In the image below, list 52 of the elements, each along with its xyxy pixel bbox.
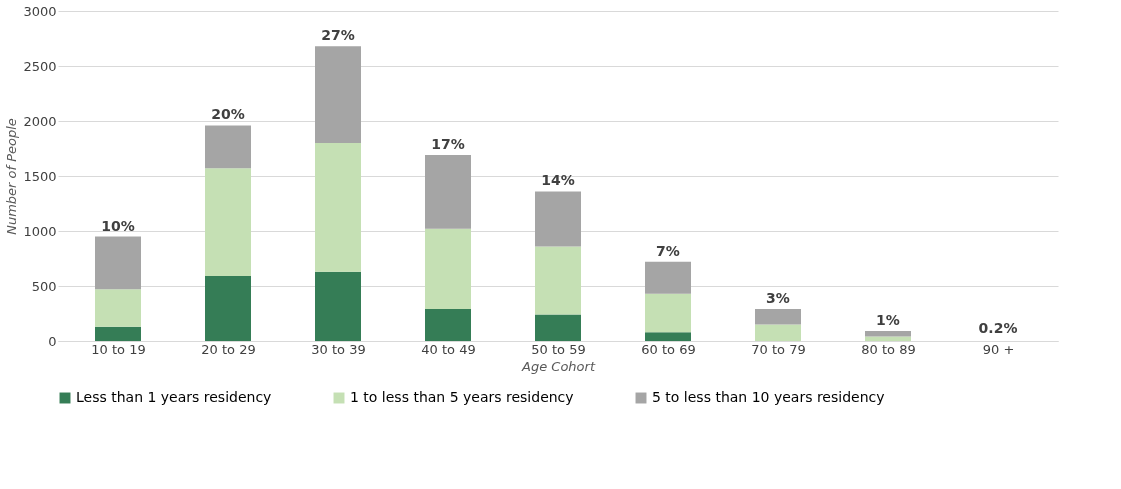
- bar: [315, 143, 361, 272]
- bar: [865, 336, 911, 341]
- bar: [205, 168, 251, 277]
- x-tick-label: 30 to 39: [311, 341, 366, 357]
- y-tick-label: 1500: [23, 168, 57, 184]
- bar: [865, 331, 911, 337]
- x-axis-title: Age Cohort: [521, 358, 596, 374]
- annotation: 14%: [541, 172, 575, 189]
- bar: [315, 271, 361, 341]
- annotation: 20%: [211, 106, 245, 123]
- x-tick-label: 60 to 69: [641, 341, 696, 357]
- y-tick-label: 3000: [23, 3, 57, 19]
- bar: [95, 289, 141, 327]
- bar: [535, 314, 581, 341]
- bar: [425, 228, 471, 310]
- annotation: 27%: [321, 27, 355, 44]
- legend-label: 1 to less than 5 years residency: [350, 389, 574, 405]
- bar: [535, 246, 581, 315]
- bar: [425, 155, 471, 229]
- annotation: 7%: [656, 242, 680, 259]
- bar: [315, 46, 361, 143]
- annotation: 1%: [876, 312, 900, 329]
- y-axis-title: Number of People: [4, 118, 20, 235]
- x-tick-label: 10 to 19: [91, 341, 146, 357]
- annotation: 3%: [766, 290, 790, 307]
- x-tick-label: 20 to 29: [201, 341, 256, 357]
- bar: [755, 324, 801, 341]
- bar: [645, 293, 691, 333]
- x-tick-label: 70 to 79: [751, 341, 806, 357]
- legend-label: Less than 1 years residency: [76, 389, 272, 405]
- x-tick-label: 40 to 49: [421, 341, 476, 357]
- x-tick-label: 90 +: [982, 341, 1015, 357]
- bar: [645, 261, 691, 294]
- legend-label: 5 to less than 10 years residency: [652, 389, 885, 405]
- y-tick-label: 0: [48, 333, 57, 349]
- annotation: 17%: [431, 136, 465, 153]
- y-tick-label: 2000: [23, 113, 57, 129]
- y-tick-label: 500: [31, 278, 57, 294]
- y-tick-label: 2500: [23, 58, 57, 74]
- annotation: 10%: [101, 217, 135, 234]
- y-tick-label: 1000: [23, 223, 57, 239]
- x-tick-label: 50 to 59: [531, 341, 586, 357]
- annotation: 0.2%: [978, 319, 1018, 336]
- bar: [95, 236, 141, 290]
- bar: [205, 125, 251, 169]
- bar: [645, 332, 691, 341]
- bar: [425, 309, 471, 341]
- bar: [535, 191, 581, 247]
- x-tick-label: 80 to 89: [861, 341, 916, 357]
- bar: [205, 276, 251, 341]
- bar: [95, 326, 141, 341]
- bar: [755, 309, 801, 325]
